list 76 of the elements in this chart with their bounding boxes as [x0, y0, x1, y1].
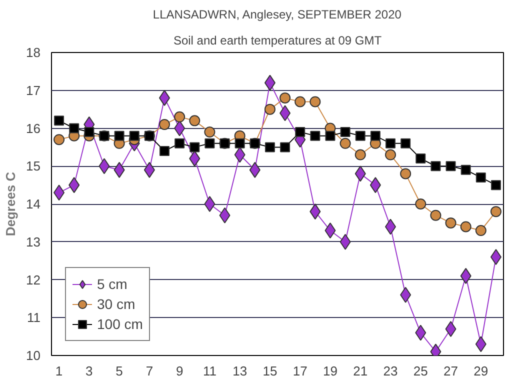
point [84, 127, 94, 138]
chart-title: LLANSADWRN, Anglesey, SEPTEMBER 2020 [152, 8, 402, 22]
x-tick-label: 9 [176, 364, 184, 378]
point [114, 130, 124, 141]
point [159, 118, 170, 130]
y-tick-label: 15 [26, 158, 41, 174]
point [54, 134, 65, 146]
point [264, 104, 276, 115]
point [280, 92, 291, 104]
y-axis-title: Degrees C [3, 171, 18, 236]
y-tick-label: 12 [26, 272, 41, 288]
point [174, 111, 186, 122]
point [310, 96, 321, 108]
point [310, 130, 320, 141]
x-tick-label: 5 [116, 364, 123, 378]
point [400, 138, 411, 148]
x-tick-label: 23 [383, 364, 398, 378]
x-tick-label: 7 [146, 364, 154, 378]
point [280, 142, 290, 152]
point [295, 127, 306, 138]
x-tick-label: 3 [86, 364, 93, 378]
x-tick-label: 25 [413, 364, 428, 378]
point [354, 149, 366, 160]
point [54, 116, 64, 126]
point [370, 130, 380, 141]
point [445, 217, 456, 228]
point [460, 221, 472, 232]
legend-label: 5 cm [97, 276, 128, 292]
point [234, 138, 245, 148]
point [386, 138, 396, 148]
chart-subtitle: Soil and earth temperatures at 09 GMT [173, 34, 382, 48]
point [204, 196, 216, 212]
point [190, 142, 200, 152]
point [160, 146, 170, 156]
legend-label: 30 cm [97, 296, 136, 312]
point [204, 138, 215, 148]
point [189, 115, 200, 126]
x-tick-label: 15 [262, 364, 278, 378]
point [294, 96, 306, 108]
point [430, 161, 441, 172]
y-tick-label: 18 [26, 45, 41, 60]
point [325, 130, 336, 141]
point [476, 172, 486, 182]
point [475, 225, 486, 236]
x-tick-label: 1 [55, 364, 63, 378]
legend-label: 100 cm [97, 316, 143, 332]
x-tick-label: 11 [202, 364, 216, 378]
x-tick-label: 27 [444, 364, 458, 378]
point [416, 154, 426, 164]
point [355, 130, 366, 141]
point [174, 138, 185, 148]
point [129, 130, 140, 141]
point [340, 138, 351, 149]
y-tick-label: 13 [26, 234, 41, 250]
point [490, 180, 501, 190]
y-tick-label: 16 [26, 120, 41, 136]
x-tick-label: 21 [353, 364, 368, 378]
point [490, 206, 502, 218]
point [69, 123, 80, 134]
point [415, 198, 426, 210]
y-tick-label: 14 [26, 196, 41, 212]
y-tick-label: 10 [26, 348, 41, 363]
point [400, 168, 412, 180]
x-tick-label: 17 [292, 364, 308, 378]
x-tick-label: 19 [323, 364, 338, 378]
x-tick-label: 29 [474, 364, 488, 378]
point [430, 210, 442, 221]
y-tick-label: 11 [27, 310, 41, 326]
point [446, 161, 456, 172]
point [264, 142, 275, 152]
point [385, 149, 396, 160]
x-tick-label: 13 [232, 364, 248, 378]
point [460, 164, 471, 175]
point [340, 127, 350, 138]
y-tick-label: 17 [26, 82, 41, 98]
point [204, 126, 216, 138]
